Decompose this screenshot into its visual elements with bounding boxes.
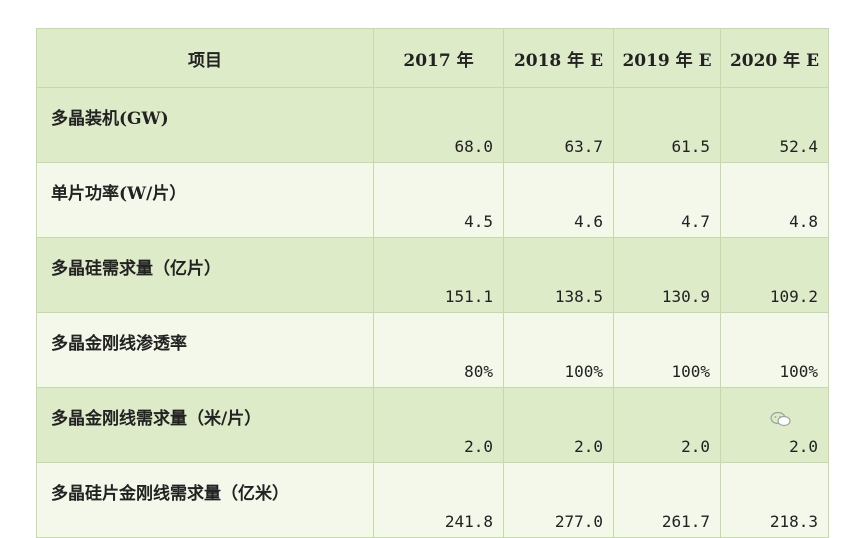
cell-value: 100% bbox=[613, 312, 721, 388]
cell-value: 4.6 bbox=[503, 162, 614, 238]
row-label: 多晶硅需求量（亿片） bbox=[36, 237, 374, 313]
cell-value: 61.5 bbox=[613, 87, 721, 163]
header-item: 项目 bbox=[36, 28, 374, 88]
cell-value: 68.0 bbox=[373, 87, 504, 163]
data-table-container: 项目 2017 年 2018 年 E 2019 年 E 2020 年 E 多晶装… bbox=[36, 28, 829, 538]
cell-value: 80% bbox=[373, 312, 504, 388]
table-row: 多晶装机(GW) 68.0 63.7 61.5 52.4 bbox=[36, 87, 829, 163]
cell-value: 100% bbox=[503, 312, 614, 388]
table-row: 多晶硅片金刚线需求量（亿米） 241.8 277.0 261.7 218.3 bbox=[36, 462, 829, 538]
cell-value: 241.8 bbox=[373, 462, 504, 538]
header-2019: 2019 年 E bbox=[613, 28, 721, 88]
cell-value: 2.0 bbox=[503, 387, 614, 463]
row-label: 多晶装机(GW) bbox=[36, 87, 374, 163]
data-table: 项目 2017 年 2018 年 E 2019 年 E 2020 年 E 多晶装… bbox=[36, 28, 829, 538]
cell-value: 138.5 bbox=[503, 237, 614, 313]
wechat-icon bbox=[770, 411, 791, 427]
row-label: 单片功率(W/片） bbox=[36, 162, 374, 238]
cell-value: 52.4 bbox=[720, 87, 829, 163]
header-row: 项目 2017 年 2018 年 E 2019 年 E 2020 年 E bbox=[36, 28, 829, 88]
header-2020: 2020 年 E bbox=[720, 28, 829, 88]
cell-value: 63.7 bbox=[503, 87, 614, 163]
cell-value: 130.9 bbox=[613, 237, 721, 313]
cell-value: 109.2 bbox=[720, 237, 829, 313]
table-row: 多晶金刚线需求量（米/片） 2.0 2.0 2.0 2.0 bbox=[36, 387, 829, 463]
row-label: 多晶金刚线渗透率 bbox=[36, 312, 374, 388]
cell-value: 4.5 bbox=[373, 162, 504, 238]
row-label: 多晶金刚线需求量（米/片） bbox=[36, 387, 374, 463]
cell-value: 261.7 bbox=[613, 462, 721, 538]
cell-value: 277.0 bbox=[503, 462, 614, 538]
table-row: 多晶金刚线渗透率 80% 100% 100% 100% bbox=[36, 312, 829, 388]
header-2018: 2018 年 E bbox=[503, 28, 614, 88]
cell-value: 2.0 bbox=[373, 387, 504, 463]
row-label: 多晶硅片金刚线需求量（亿米） bbox=[36, 462, 374, 538]
cell-value: 100% bbox=[720, 312, 829, 388]
header-2017: 2017 年 bbox=[373, 28, 504, 88]
cell-value: 4.8 bbox=[720, 162, 829, 238]
cell-value: 2.0 bbox=[613, 387, 721, 463]
cell-value: 151.1 bbox=[373, 237, 504, 313]
table-row: 单片功率(W/片） 4.5 4.6 4.7 4.8 bbox=[36, 162, 829, 238]
cell-value: 4.7 bbox=[613, 162, 721, 238]
table-row: 多晶硅需求量（亿片） 151.1 138.5 130.9 109.2 bbox=[36, 237, 829, 313]
cell-value: 218.3 bbox=[720, 462, 829, 538]
